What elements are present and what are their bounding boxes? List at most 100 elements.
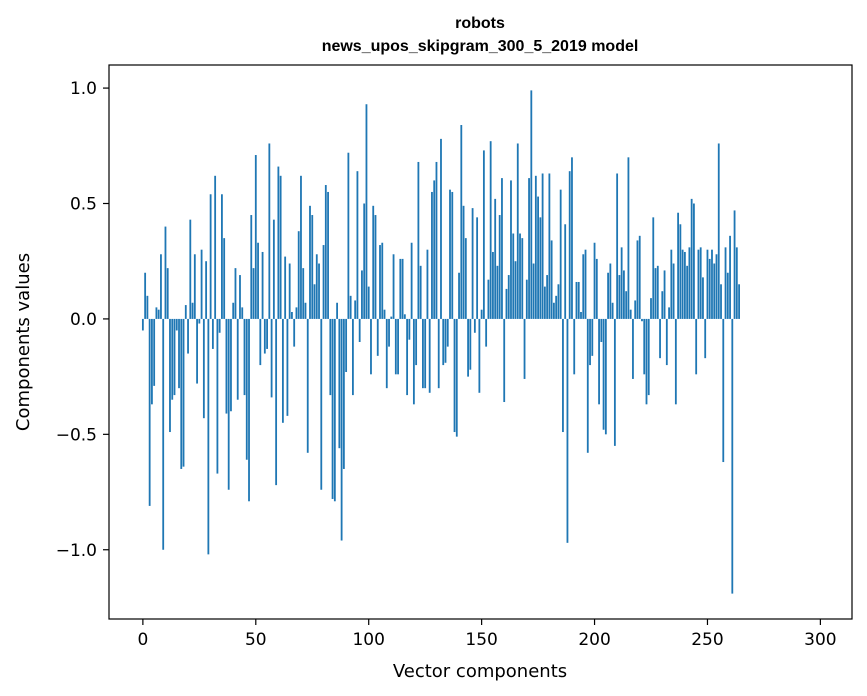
bar-65 [288,263,291,319]
bar-110 [390,316,393,319]
x-axis-label: Vector components [393,661,567,682]
bar-215 [627,157,630,319]
bar-222 [643,318,646,375]
bar-148 [476,217,479,319]
bar-231 [663,270,666,319]
bar-164 [512,233,515,319]
bar-14 [173,318,176,396]
bar-122 [417,161,420,319]
bar-218 [634,300,637,319]
bar-217 [632,318,634,379]
bar-16 [178,318,180,389]
bar-25 [198,318,201,324]
bar-50 [254,155,257,319]
bar-141 [460,125,463,319]
bar-35 [221,194,223,319]
bar-264 [738,284,740,319]
bar-13 [171,318,174,400]
bar-262 [733,210,736,319]
bar-129 [433,180,436,319]
bar-178 [543,286,546,319]
bar-135 [446,318,449,347]
y-axis-label: Components values [13,253,34,431]
bar-174 [534,175,537,319]
bar-172 [530,90,533,319]
bar-32 [214,175,217,319]
bar-117 [406,318,409,396]
bar-130 [435,161,438,319]
bar-193 [577,281,580,319]
bar-96 [358,318,361,342]
bar-160 [503,318,506,403]
bar-235 [672,263,675,319]
y-tick-label: −0.5 [56,425,97,445]
bar-173 [532,263,535,319]
bar-106 [381,242,384,319]
bar-37 [225,318,228,414]
bar-48 [250,215,253,319]
bar-70 [300,175,302,319]
bar-144 [467,318,469,377]
bar-38 [227,318,230,490]
bar-5 [153,318,156,386]
bar-89 [342,318,345,469]
bar-2 [146,295,149,319]
y-axis-ticks: −1.0 −0.5 0.0 0.5 1.0 [56,79,109,561]
bar-121 [415,318,418,366]
bar-7 [157,309,160,319]
bar-229 [659,318,661,359]
bar-224 [647,318,650,396]
bar-186 [562,318,564,433]
bar-197 [586,318,589,453]
bar-216 [629,309,632,319]
bar-188 [566,318,569,543]
bar-180 [548,173,551,319]
bar-63 [284,256,287,319]
bar-205 [604,318,607,435]
bar-257 [722,318,725,463]
bar-238 [679,224,682,319]
bar-208 [611,302,614,319]
bar-series [141,90,740,594]
bar-62 [281,318,284,423]
bar-200 [593,242,596,319]
bar-58 [272,219,275,319]
bar-143 [464,238,467,319]
bar-260 [729,235,731,319]
bar-154 [489,141,492,319]
bar-206 [607,272,609,319]
bar-91 [347,152,350,319]
bar-113 [397,318,399,375]
plot-frame [108,64,853,620]
bar-36 [223,238,226,319]
bar-86 [336,302,338,319]
bar-4 [151,318,153,405]
bar-155 [492,251,494,319]
bar-15 [175,318,178,331]
bar-55 [266,318,268,349]
y-tick-label: 0.5 [70,195,97,215]
bar-261 [731,318,734,594]
bar-3 [148,318,151,506]
bar-236 [674,318,677,405]
bar-136 [449,189,451,319]
bar-198 [589,318,591,366]
bar-81 [324,185,327,319]
bar-194 [580,311,582,319]
x-tick-label: 200 [578,630,610,650]
bar-151 [482,150,485,319]
bar-241 [686,265,689,319]
x-tick-label: 300 [804,630,836,650]
bar-263 [735,247,738,319]
bar-102 [372,205,375,319]
bar-92 [349,295,352,319]
bar-247 [699,247,702,319]
bar-210 [616,173,619,319]
bar-175 [537,196,539,319]
bar-259 [726,272,729,319]
bar-95 [356,171,359,319]
bar-170 [525,279,528,319]
bar-6 [155,307,158,319]
x-tick-label: 100 [352,630,384,650]
y-tick-label: 1.0 [70,79,97,99]
